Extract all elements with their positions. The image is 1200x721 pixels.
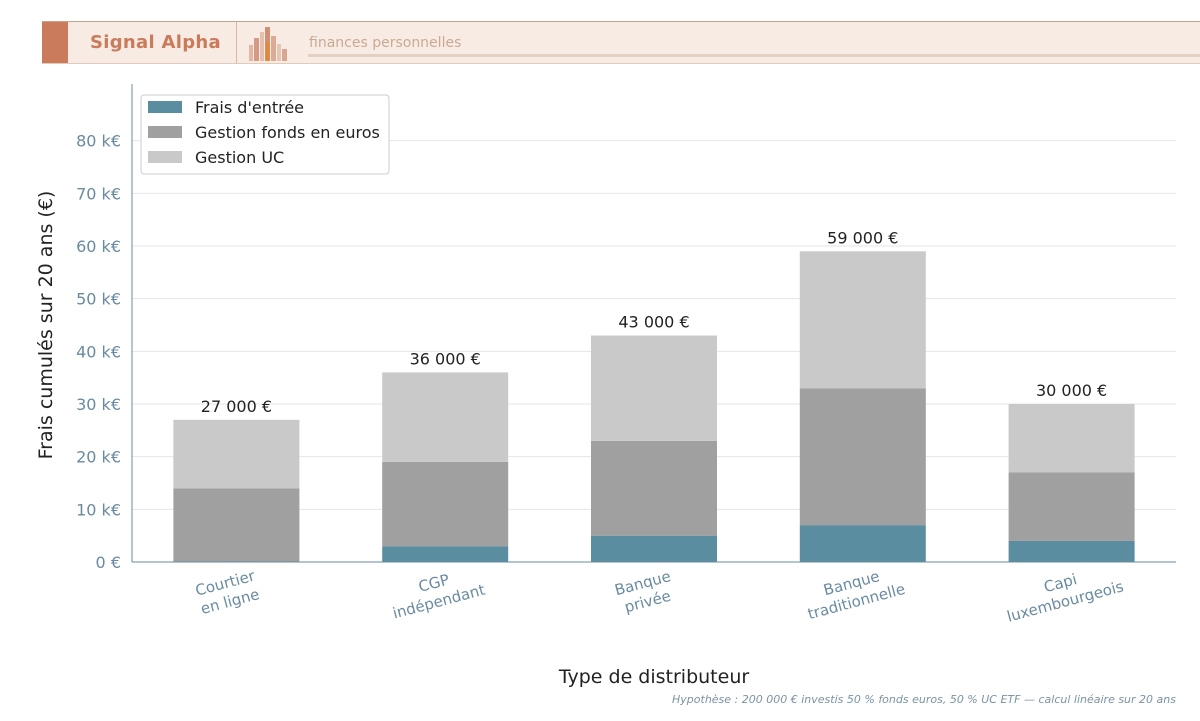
total-label: 59 000 € — [827, 228, 898, 247]
legend-entry: Gestion UC — [195, 148, 284, 167]
y-axis-label: Frais cumulés sur 20 ans (€) — [35, 191, 57, 460]
banner-divider — [236, 22, 237, 63]
y-tick-label: 0 € — [96, 553, 121, 572]
legend-swatch — [148, 151, 182, 163]
y-tick-label: 70 k€ — [76, 184, 121, 203]
y-tick-label: 30 k€ — [76, 395, 121, 414]
legend-box — [140, 94, 390, 175]
y-tick-label: 60 k€ — [76, 237, 121, 256]
legend: Frais d'entrée Gestion fonds en euros Gest… — [140, 94, 390, 175]
header-banner: Signal Alpha finances personnelles — [42, 21, 1200, 64]
bar-segment — [173, 419, 300, 489]
y-tick-label: 50 k€ — [76, 290, 121, 309]
bar-segment — [591, 335, 717, 441]
bar-segment — [382, 546, 509, 562]
city-skyline-logo-icon — [249, 27, 287, 61]
bar-segment — [799, 251, 926, 389]
banner-accent-block — [42, 22, 68, 63]
bar-segment — [173, 488, 300, 562]
total-labels: 27 000 € 36 000 € 43 000 € 59 000 € 30 000 € — [201, 228, 1107, 416]
bar-segment — [799, 525, 926, 562]
tagline: finances personnelles — [309, 35, 462, 51]
bar-segment — [382, 372, 509, 462]
legend-entry: Frais d'entrée — [195, 98, 304, 117]
grid-lines — [132, 140, 1176, 510]
tagline-underline — [308, 54, 1200, 57]
y-tick-labels: 0 € 10 k€ 20 k€ 30 k€ 40 k€ 50 k€ 60 k€ 70 k€ 80… — [76, 132, 121, 572]
y-tick-label: 20 k€ — [76, 448, 121, 467]
legend-swatch — [148, 101, 182, 113]
bar-segment — [591, 535, 717, 562]
y-tick-label: 40 k€ — [76, 342, 121, 361]
bars-group — [173, 251, 1135, 562]
total-label: 43 000 € — [618, 313, 689, 332]
bar-segment — [1008, 540, 1135, 562]
bar-segment — [799, 388, 926, 526]
bar-segment — [1008, 404, 1135, 473]
total-label: 30 000 € — [1036, 381, 1107, 400]
brand-name: Signal Alpha — [90, 32, 221, 53]
stacked-bar-chart: 0 € 10 k€ 20 k€ 30 k€ 40 k€ 50 k€ 60 k€ 70 k€ 80… — [35, 84, 1176, 688]
legend-swatch — [148, 126, 182, 138]
total-label: 27 000 € — [201, 397, 272, 416]
bar-segment — [591, 440, 717, 536]
y-tick-label: 80 k€ — [76, 132, 121, 151]
footnote: Hypothèse : 200 000 € investis 50 % fond… — [672, 693, 1176, 706]
x-axis-label: Type de distributeur — [558, 666, 750, 688]
y-tick-label: 10 k€ — [76, 500, 121, 519]
bar-segment — [1008, 472, 1135, 541]
bar-segment — [382, 461, 509, 547]
total-label: 36 000 € — [410, 349, 481, 368]
legend-entry: Gestion fonds en euros — [195, 123, 380, 142]
